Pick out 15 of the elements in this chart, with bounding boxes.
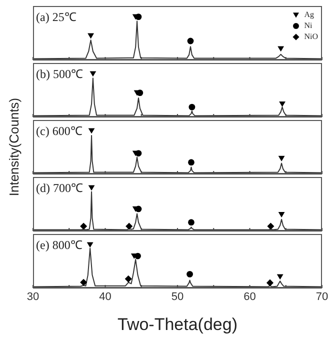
x-tick-label: 60 [244,290,256,303]
chart-title: (d) 700℃ [36,180,83,196]
chart-title: (b) 500℃ [36,66,83,82]
y-axis-title: Intensity(Counts) [6,98,22,196]
legend-label: NiO [304,31,318,42]
legend-label: Ag [304,9,314,20]
chart-title: (c) 600℃ [36,123,82,139]
x-tick-label: 50 [171,290,184,303]
chart-title: (a) 25℃ [36,9,76,25]
x-tick-label: 70 [316,290,328,303]
x-tick-label: 40 [99,290,112,303]
x-tick-label: 30 [26,290,40,303]
legend-label: Ni [304,20,312,31]
chart-title: (e) 800℃ [36,237,82,253]
x-axis-title: Two-Theta(deg) [118,315,238,334]
